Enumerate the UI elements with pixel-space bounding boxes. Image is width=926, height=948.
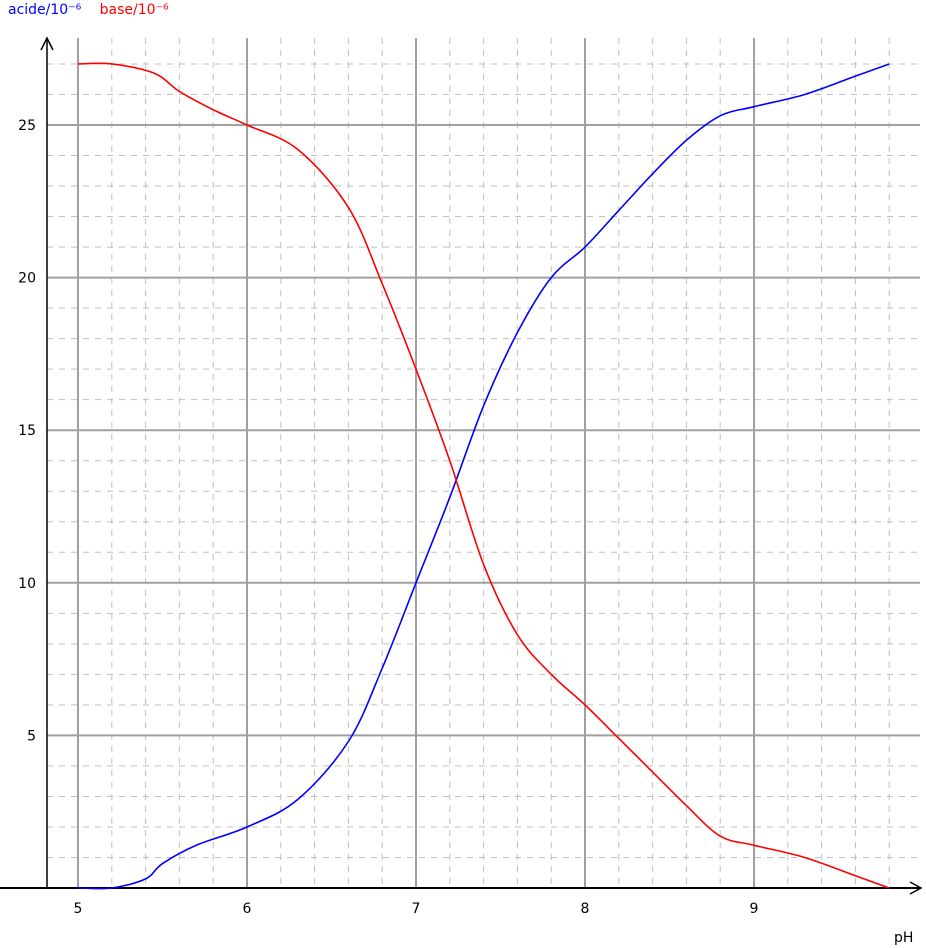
y-axis-arrow-icon (40, 36, 54, 51)
y-tick-label: 15 (18, 423, 36, 439)
axes (0, 36, 923, 895)
x-tick-label: 6 (243, 901, 252, 917)
tick-labels: 5 6 7 8 9 5 10 15 20 25 (18, 118, 758, 917)
legend-acide: acide/10⁻⁶ (8, 2, 82, 18)
x-tick-label: 7 (412, 901, 421, 917)
y-tick-label: 20 (18, 271, 36, 287)
y-tick-label: 25 (18, 118, 36, 134)
x-tick-label: 5 (74, 901, 83, 917)
y-tick-label: 5 (27, 728, 36, 744)
y-tick-label: 10 (18, 576, 36, 592)
legend: acide/10⁻⁶ base/10⁻⁶ (8, 2, 183, 18)
series-acide-line (77, 63, 890, 890)
x-tick-label: 9 (750, 901, 759, 917)
x-tick-label: 8 (581, 901, 590, 917)
series-lines (77, 62, 890, 890)
x-axis-arrow-icon (909, 881, 923, 895)
grid (47, 38, 920, 888)
series-base-line (77, 62, 890, 889)
legend-base: base/10⁻⁶ (99, 2, 169, 18)
x-axis-label: pH (894, 930, 913, 946)
